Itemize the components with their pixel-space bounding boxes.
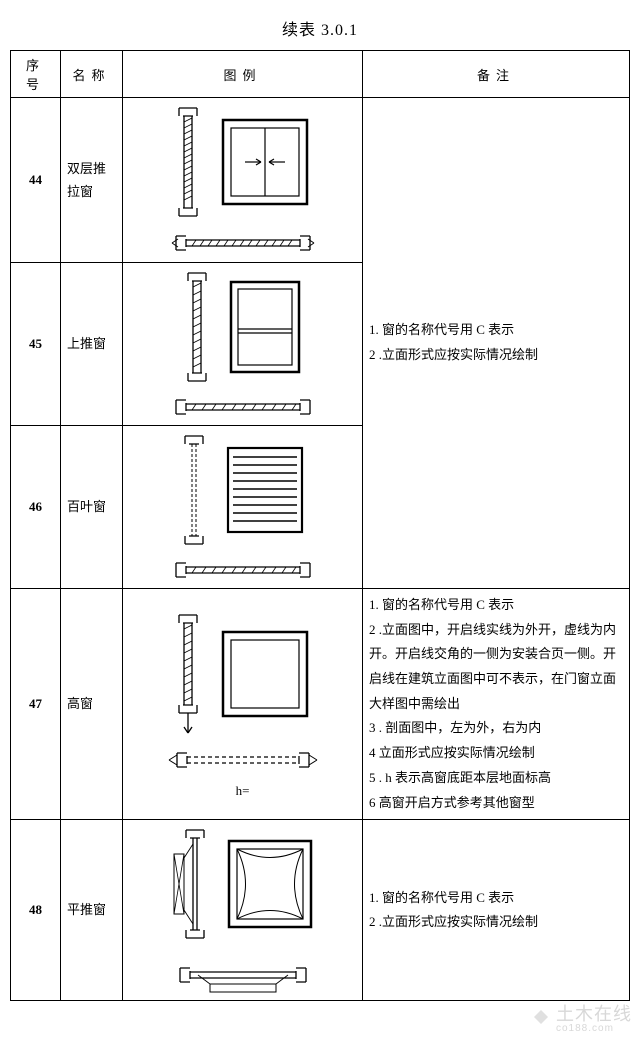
row-note: 1. 窗的名称代号用 C 表示 2 .立面形式应按实际情况绘制 xyxy=(363,98,630,589)
row-figure xyxy=(123,98,363,263)
row-name: 百叶窗 xyxy=(61,426,123,589)
row-name: 双层推拉窗 xyxy=(61,98,123,263)
section-horizontal-icon xyxy=(168,556,318,584)
section-vertical-icon xyxy=(182,267,212,387)
table-row: 47 高窗 xyxy=(11,589,630,820)
section-vertical-icon xyxy=(173,102,203,222)
row-note: 1. 窗的名称代号用 C 表示 2 .立面图中，开启线实线为外开，虚线为内开。开… xyxy=(363,589,630,820)
h-label: h= xyxy=(236,783,250,799)
watermark: 土木在线 co188.com xyxy=(530,1000,632,1034)
col-header-note: 备注 xyxy=(363,51,630,98)
elevation-icon xyxy=(223,443,307,537)
watermark-text: 土木在线 xyxy=(556,1004,632,1024)
col-header-num: 序号 xyxy=(11,51,61,98)
row-note: 1. 窗的名称代号用 C 表示 2 .立面形式应按实际情况绘制 xyxy=(363,820,630,1001)
row-name: 平推窗 xyxy=(61,820,123,1001)
note-line: 6 高窗开启方式参考其他窗型 xyxy=(369,791,623,816)
table-header-row: 序号 名称 图例 备注 xyxy=(11,51,630,98)
elevation-icon xyxy=(217,626,313,722)
row-name: 高窗 xyxy=(61,589,123,820)
elevation-icon xyxy=(224,836,316,932)
section-horizontal-icon xyxy=(163,745,323,775)
section-horizontal-icon xyxy=(168,393,318,421)
elevation-icon xyxy=(226,277,304,377)
note-line: 1. 窗的名称代号用 C 表示 xyxy=(369,318,623,343)
row-figure xyxy=(123,426,363,589)
elevation-icon xyxy=(217,114,313,210)
row-figure: h= xyxy=(123,589,363,820)
row-num: 45 xyxy=(11,263,61,426)
note-line: 5 . h 表示高窗底距本层地面标高 xyxy=(369,766,623,791)
table-title: 续表 3.0.1 xyxy=(10,16,630,40)
note-line: 3 . 剖面图中，左为外，右为内 xyxy=(369,716,623,741)
section-horizontal-icon xyxy=(168,228,318,258)
section-vertical-icon xyxy=(170,824,210,944)
note-line: 2 .立面形式应按实际情况绘制 xyxy=(369,910,623,935)
col-header-name: 名称 xyxy=(61,51,123,98)
row-figure xyxy=(123,263,363,426)
watermark-sub: co188.com xyxy=(556,1023,632,1034)
row-num: 47 xyxy=(11,589,61,820)
note-line: 2 .立面形式应按实际情况绘制 xyxy=(369,343,623,368)
row-figure xyxy=(123,820,363,1001)
note-line: 1. 窗的名称代号用 C 表示 xyxy=(369,593,623,618)
note-line: 1. 窗的名称代号用 C 表示 xyxy=(369,886,623,911)
note-line: 2 .立面图中，开启线实线为外开，虚线为内开。开启线交角的一侧为安装合页一侧。开… xyxy=(369,618,623,717)
section-horizontal-icon xyxy=(168,950,318,996)
row-name: 上推窗 xyxy=(61,263,123,426)
col-header-fig: 图例 xyxy=(123,51,363,98)
section-vertical-icon xyxy=(173,609,203,739)
symbols-table: 序号 名称 图例 备注 44 双层推拉窗 xyxy=(10,50,630,1001)
row-num: 44 xyxy=(11,98,61,263)
note-line: 4 立面形式应按实际情况绘制 xyxy=(369,741,623,766)
row-num: 46 xyxy=(11,426,61,589)
logo-icon xyxy=(530,1006,552,1028)
section-vertical-icon xyxy=(179,430,209,550)
row-num: 48 xyxy=(11,820,61,1001)
table-row: 48 平推窗 xyxy=(11,820,630,1001)
table-row: 44 双层推拉窗 xyxy=(11,98,630,263)
